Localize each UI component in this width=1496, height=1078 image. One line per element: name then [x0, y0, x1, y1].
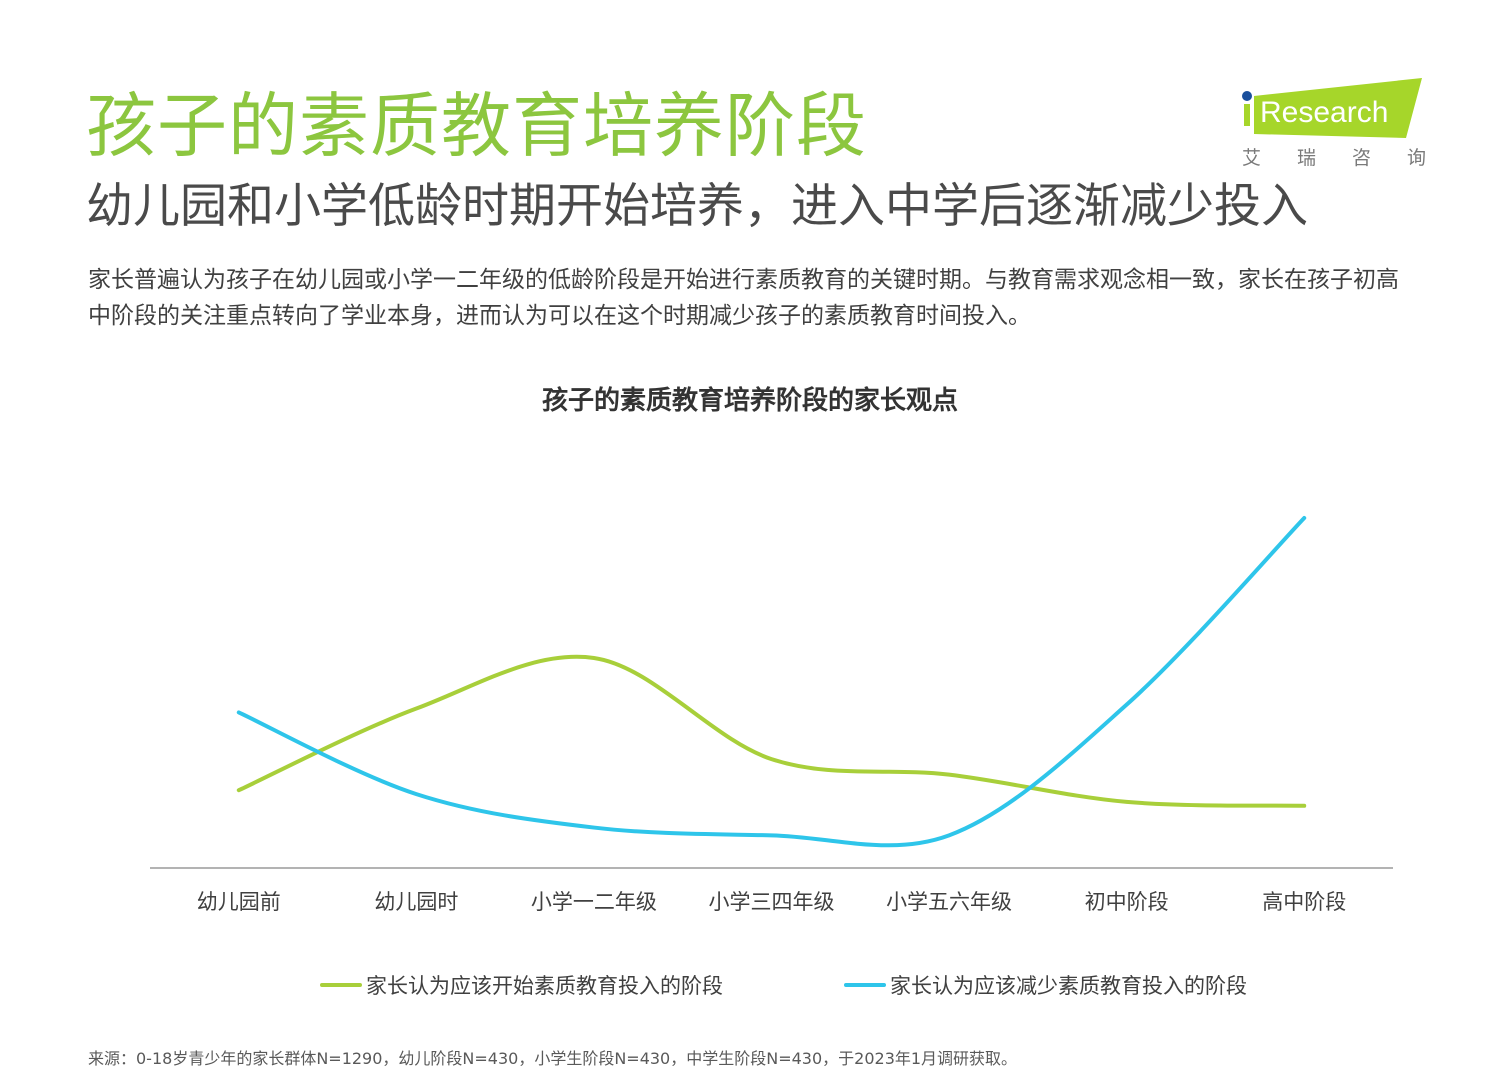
page-title: 孩子的素质教育培养阶段 — [86, 85, 867, 167]
legend-swatch-start — [320, 983, 362, 987]
series-line-0 — [236, 654, 1307, 808]
series-line-1 — [236, 516, 1307, 848]
legend-item-start: 家长认为应该开始素质教育投入的阶段 — [320, 970, 723, 1000]
legend-label-start: 家长认为应该开始素质教育投入的阶段 — [366, 974, 723, 998]
legend-item-reduce: 家长认为应该减少素质教育投入的阶段 — [844, 970, 1247, 1000]
x-tick-label: 幼儿园前 — [197, 890, 281, 914]
iresearch-logo: Research — [1242, 78, 1422, 138]
legend-swatch-reduce — [844, 983, 886, 987]
x-tick-label: 小学三四年级 — [709, 890, 835, 914]
chart-title: 孩子的素质教育培养阶段的家长观点 — [541, 386, 958, 416]
page-description: 家长普遍认为孩子在幼儿园或小学一二年级的低龄阶段是开始进行素质教育的关键时期。与… — [88, 267, 1399, 329]
source-note: 来源：0-18岁青少年的家长群体N=1290，幼儿阶段N=430，小学生阶段N=… — [88, 1049, 1018, 1068]
series-lines — [236, 516, 1307, 848]
x-tick-label: 小学一二年级 — [531, 890, 657, 914]
logo-dot — [1242, 91, 1252, 101]
x-tick-label: 小学五六年级 — [886, 890, 1012, 914]
logo-banner — [1254, 78, 1422, 138]
x-tick-labels: 幼儿园前 幼儿园时 小学一二年级 小学三四年级 小学五六年级 初中阶段 高中阶段 — [197, 890, 1346, 914]
legend-label-reduce: 家长认为应该减少素质教育投入的阶段 — [890, 974, 1247, 998]
logo-i-stem — [1244, 104, 1250, 126]
x-tick-label: 高中阶段 — [1262, 890, 1346, 914]
logo-wordmark: Research — [1260, 96, 1388, 129]
x-tick-label: 幼儿园时 — [374, 890, 458, 914]
page-subtitle: 幼儿园和小学低龄时期开始培养，进入中学后逐渐减少投入 — [86, 179, 1308, 234]
x-tick-label: 初中阶段 — [1085, 890, 1169, 914]
logo-chinese: 艾瑞咨询 — [1242, 147, 1463, 169]
